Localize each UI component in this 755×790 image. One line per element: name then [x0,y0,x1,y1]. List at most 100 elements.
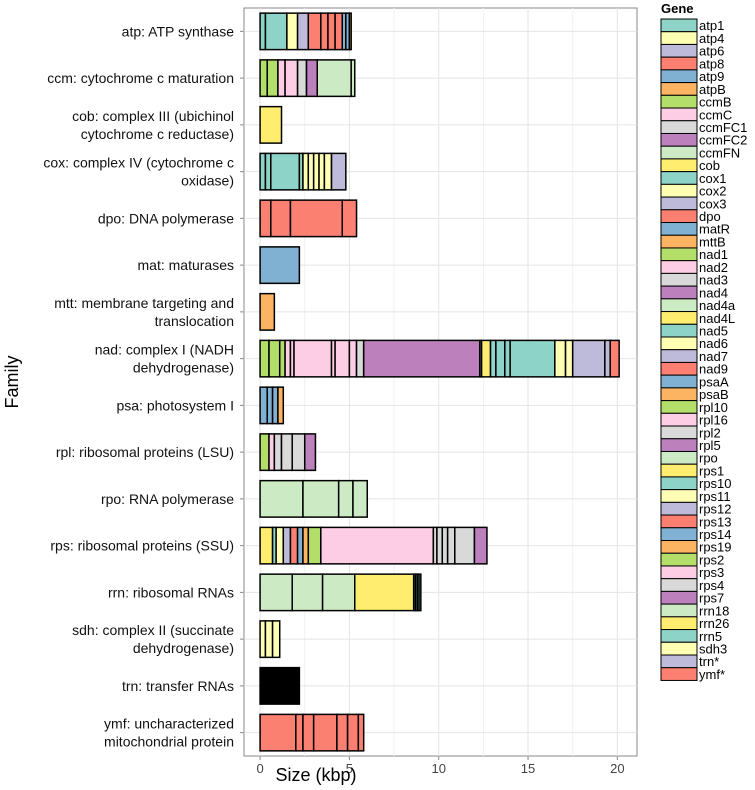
bar-segment-ymf [312,713,338,752]
bar-segment-rps4 [436,526,444,565]
bar-segment-ccmFN [316,59,352,98]
bar-segment-ccmB [259,59,268,98]
legend-key [660,463,698,478]
legend-label: nad1 [699,247,728,262]
family-label: dpo: DNA polymerase [98,210,234,226]
family-label: atp: ATP synthase [122,23,235,39]
legend-label: rrn18 [699,603,729,618]
legend-key [660,590,698,605]
legend-key [660,603,698,618]
legend-key [660,196,698,211]
bar-segment-cox1 [259,152,267,191]
legend-key [660,145,698,160]
bar-segment-ymf [336,713,349,752]
legend-label: cox2 [699,184,726,199]
bar-segment-psaA [266,386,274,425]
bar-segment-rrn18 [259,573,293,612]
legend-key [660,311,698,325]
bar-segment-nad2 [284,339,292,378]
legend-label: rps2 [699,552,724,567]
legend-key [660,285,698,300]
legend-label: nad4a [699,298,736,313]
bar-segment-psaB [277,386,285,425]
bar-segment-ccmC [277,59,286,98]
grid [244,8,637,756]
legend-key [660,565,698,580]
legend-label: psaA [699,374,729,389]
legend-key [660,654,698,669]
family-label: oxidase) [181,173,234,189]
legend-key [660,56,698,71]
bar-segment-rrn26 [354,573,415,612]
bar-segment-cox2 [323,152,333,191]
bar-segment-rps4 [454,526,476,565]
bar-segment-atp8 [334,12,344,51]
bar-segment-nad5 [489,339,497,378]
bar-segment-dpo [341,199,358,238]
legend-label: rps14 [699,527,732,542]
x-axis-label: Size (kbp) [275,765,356,785]
legend-key [660,476,698,491]
bar-segment-ccmFC2 [305,59,318,98]
bar-segment-ymf [295,713,304,752]
x-tick-label: 10 [431,761,445,776]
legend-key [660,43,698,58]
legend-key [660,540,698,554]
bar-segment-atp1 [264,12,288,51]
legend-title: Gene [661,1,694,16]
bar-segment-rps3 [320,526,435,565]
legend-label: rpl10 [699,400,728,415]
bar-segment-rpl10 [259,433,270,472]
family-label: dehydrogenase) [133,640,234,656]
legend-label: nad9 [699,362,728,377]
legend-key [660,450,698,465]
bar-segment-dpo [289,199,344,238]
bar-segment-rrn18 [291,573,324,612]
legend-key [660,374,698,389]
family-label: rps: ribosomal proteins (SSU) [50,538,234,554]
legend-key [660,18,698,33]
bar-segment-atpB [348,12,352,51]
legend-key [660,171,698,185]
legend-label: rrn26 [699,616,729,631]
legend-key [660,361,698,376]
legend-key [660,387,698,402]
legend-label: rps13 [699,514,732,529]
legend-label: nad5 [699,324,728,339]
family-label: trn: transfer RNAs [122,678,234,694]
legend-label: atpB [699,82,726,97]
bar-segment-nad5 [495,339,506,378]
x-tick-label: 0 [256,761,263,776]
legend-key [660,349,698,363]
legend-label: nad2 [699,260,728,275]
bar-segment-cox3 [330,152,347,191]
legend-label: nad3 [699,273,728,288]
family-label: ccm: cytochrome c maturation [47,70,234,86]
legend-key [660,641,698,656]
bar-segment-psaA [259,386,268,425]
legend-key [660,616,698,631]
plot-panel [243,7,638,757]
legend-label: cox3 [699,196,726,211]
legend-label: sdh3 [699,642,727,657]
legend-key [660,234,698,249]
legend-label: rps10 [699,476,732,491]
bar-segment-rps14 [296,526,304,565]
legend-key [660,132,698,147]
legend-key [660,400,698,414]
legend-key [660,31,698,45]
bar-segment-ymf [357,713,365,752]
bar-segment-cox2 [307,152,315,191]
bar-segment-nad5 [504,339,511,378]
x-tick-label: 20 [610,761,624,776]
bar-segment-rpl2 [280,433,293,472]
bar-segment-ymf [259,713,297,752]
legend-label: rps7 [699,591,724,606]
legend-label: ccmC [699,107,732,122]
legend-label: nad4 [699,285,728,300]
legend-key [660,323,698,338]
bar-segment-dpo [270,199,292,238]
legend-label: rpl2 [699,425,721,440]
family-label: mat: maturases [138,257,234,273]
